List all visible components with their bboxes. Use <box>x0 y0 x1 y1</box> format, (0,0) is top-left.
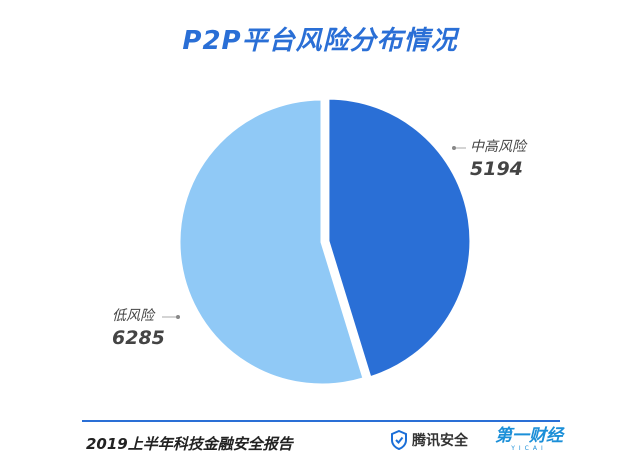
leader-dot-mid-high-risk <box>452 146 456 150</box>
tencent-security-logo: 腾讯安全 <box>390 430 468 450</box>
yicai-logo: 第一财经 YICAI <box>495 428 563 452</box>
yicai-name: 第一财经 <box>495 426 563 446</box>
pie-slice-mid-high-risk <box>326 96 473 380</box>
pie-slice-low-risk <box>177 97 366 387</box>
leader-dot-low-risk <box>176 315 180 319</box>
slice-value-mid-high-risk: 5194 <box>470 158 523 180</box>
footer-divider <box>82 420 560 422</box>
slice-value-low-risk: 6285 <box>112 327 165 349</box>
footer-source: 2019上半年科技金融安全报告 <box>86 435 293 453</box>
tencent-security-name: 腾讯安全 <box>412 433 468 449</box>
slice-label-low-risk: 低风险 <box>112 308 156 324</box>
slice-label-mid-high-risk: 中高风险 <box>470 139 528 155</box>
yicai-subtitle: YICAI <box>511 445 547 452</box>
shield-icon <box>391 430 407 450</box>
chart-title: P2P平台风险分布情况 <box>182 26 458 56</box>
